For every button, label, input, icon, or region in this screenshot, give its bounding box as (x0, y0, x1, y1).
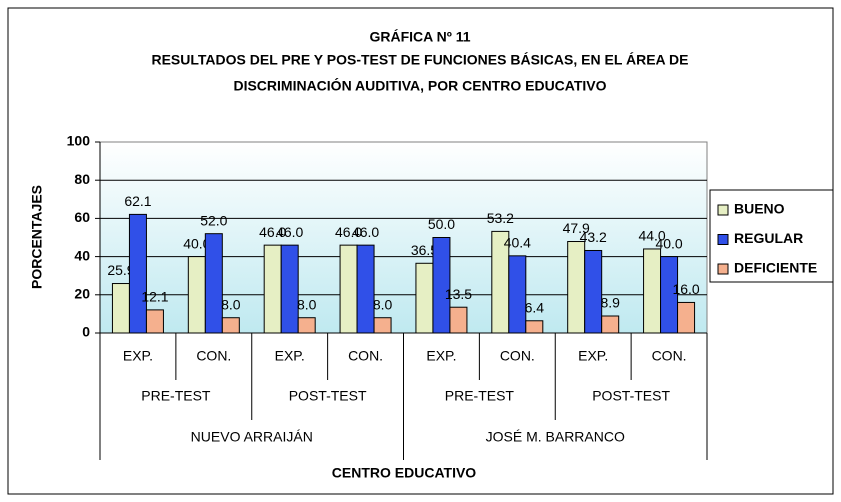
x-group-label: PRE-TEST (445, 388, 515, 404)
x-tick-label: EXP. (123, 348, 153, 364)
data-label: 8.0 (373, 296, 393, 312)
data-label: 46.0 (352, 224, 379, 240)
x-tick-label: EXP. (426, 348, 456, 364)
data-label: 8.0 (221, 296, 241, 312)
data-label: 53.2 (487, 210, 514, 226)
legend (709, 189, 834, 283)
data-label: 40.0 (183, 235, 210, 251)
data-label: 52.0 (200, 212, 227, 228)
x-group-label: NUEVO ARRAIJÁN (191, 429, 313, 445)
bar (432, 237, 451, 334)
data-label: 36.5 (411, 242, 438, 258)
bar (601, 315, 620, 334)
x-tick-label: CON. (348, 348, 383, 364)
bar (356, 244, 375, 334)
y-tick-label: 20 (74, 286, 90, 302)
data-label: 6.4 (525, 299, 545, 315)
x-tick-label: EXP. (578, 348, 608, 364)
data-label: 8.0 (297, 296, 317, 312)
y-tick-label: 0 (82, 324, 90, 340)
bar (643, 248, 662, 334)
data-label: 50.0 (428, 216, 455, 232)
data-label: 8.9 (600, 295, 620, 311)
bar (297, 317, 316, 334)
legend-swatch (717, 263, 729, 275)
bar (449, 306, 468, 334)
bar (677, 301, 696, 334)
data-label: 13.5 (445, 286, 472, 302)
bar (204, 233, 223, 334)
x-group-label: POST-TEST (289, 388, 367, 404)
x-group-label: POST-TEST (592, 388, 670, 404)
y-tick-label: 80 (74, 171, 90, 187)
y-axis-title: PORCENTAJES (29, 185, 45, 289)
data-label: 47.9 (563, 220, 590, 236)
bar (415, 262, 434, 334)
x-tick-label: CON. (500, 348, 535, 364)
x-group-label: JOSÉ M. BARRANCO (486, 429, 625, 445)
data-label: 40.0 (655, 235, 682, 251)
chart-title: GRÁFICA Nº 11 (369, 29, 470, 45)
bar (660, 256, 679, 334)
bar (128, 213, 147, 334)
bar (508, 255, 527, 334)
legend-label: DEFICIENTE (734, 260, 817, 276)
bar (111, 283, 130, 334)
bar (373, 317, 392, 334)
data-label: 12.1 (141, 289, 168, 305)
legend-swatch (717, 234, 729, 245)
legend-label: REGULAR (734, 230, 803, 246)
data-label: 62.1 (124, 193, 151, 209)
data-label: 25.9 (107, 262, 134, 278)
x-tick-label: EXP. (275, 348, 305, 364)
legend-swatch (717, 204, 729, 216)
y-tick-label: 60 (74, 209, 90, 225)
bar (567, 241, 586, 334)
x-group-label: PRE-TEST (141, 388, 211, 404)
data-label: 44.0 (638, 228, 665, 244)
bar (339, 244, 358, 334)
bar (187, 256, 206, 334)
bar (525, 320, 544, 334)
data-label: 46.0 (335, 224, 362, 240)
data-label: 46.0 (259, 224, 286, 240)
y-tick-label: 40 (74, 247, 90, 263)
bar (145, 309, 164, 334)
data-label: 46.0 (276, 224, 303, 240)
bar (221, 317, 240, 334)
x-axis-title: CENTRO EDUCATIVO (332, 465, 477, 481)
chart-subtitle: RESULTADOS DEL PRE Y POS-TEST DE FUNCION… (151, 52, 688, 68)
legend-label: BUENO (734, 201, 785, 217)
data-label: 16.0 (672, 281, 699, 297)
y-tick-label: 100 (67, 133, 91, 149)
bar (263, 244, 282, 334)
bar (280, 244, 299, 334)
x-tick-label: CON. (652, 348, 687, 364)
chart-subtitle: DISCRIMINACIÓN AUDITIVA, POR CENTRO EDUC… (233, 77, 606, 94)
data-label: 40.4 (504, 235, 531, 251)
bar (584, 249, 603, 334)
data-label: 43.2 (580, 229, 607, 245)
x-tick-label: CON. (196, 348, 231, 364)
